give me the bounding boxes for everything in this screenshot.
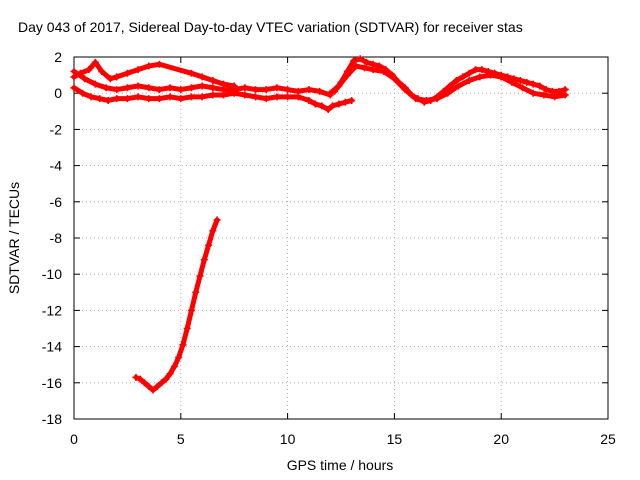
y-tick-label: 0 — [54, 85, 62, 101]
x-tick-label: 20 — [493, 431, 509, 447]
x-tick-label: 10 — [280, 431, 296, 447]
x-tick-label: 0 — [70, 431, 78, 447]
x-axis-label: GPS time / hours — [287, 457, 394, 473]
y-tick-label: -14 — [42, 339, 62, 355]
y-tick-label: 2 — [54, 49, 62, 65]
y-tick-label: -2 — [50, 121, 63, 137]
grid — [74, 57, 608, 419]
y-axis-label: SDTVAR / TECUs — [6, 182, 22, 294]
y-tick-label: -16 — [42, 375, 62, 391]
data-point — [348, 96, 356, 104]
data-points — [70, 55, 569, 394]
series-descent-curve — [132, 216, 221, 394]
y-axis: -18 -16 -14 -12 -10 -8 -6 -4 -2 0 2 — [42, 49, 608, 427]
x-axis: 0 5 10 15 20 25 — [70, 57, 616, 447]
y-tick-label: -8 — [50, 230, 63, 246]
x-tick-label: 5 — [177, 431, 185, 447]
series-hump — [331, 55, 569, 106]
x-tick-label: 25 — [600, 431, 616, 447]
y-tick-label: -18 — [42, 411, 62, 427]
y-tick-label: -4 — [50, 158, 63, 174]
y-tick-label: -12 — [42, 302, 62, 318]
y-tick-label: -10 — [42, 266, 62, 282]
y-tick-label: -6 — [50, 194, 63, 210]
point-trail — [391, 76, 408, 93]
series-band-high — [70, 58, 238, 90]
series-band-low — [70, 84, 356, 113]
point-trail — [156, 61, 194, 76]
chart-title: Day 043 of 2017, Sidereal Day-to-day VTE… — [18, 19, 523, 35]
data-point — [561, 91, 569, 99]
data-point — [213, 216, 221, 224]
series-hump-lower — [326, 62, 569, 104]
data-point — [230, 82, 238, 90]
x-tick-label: 15 — [387, 431, 403, 447]
